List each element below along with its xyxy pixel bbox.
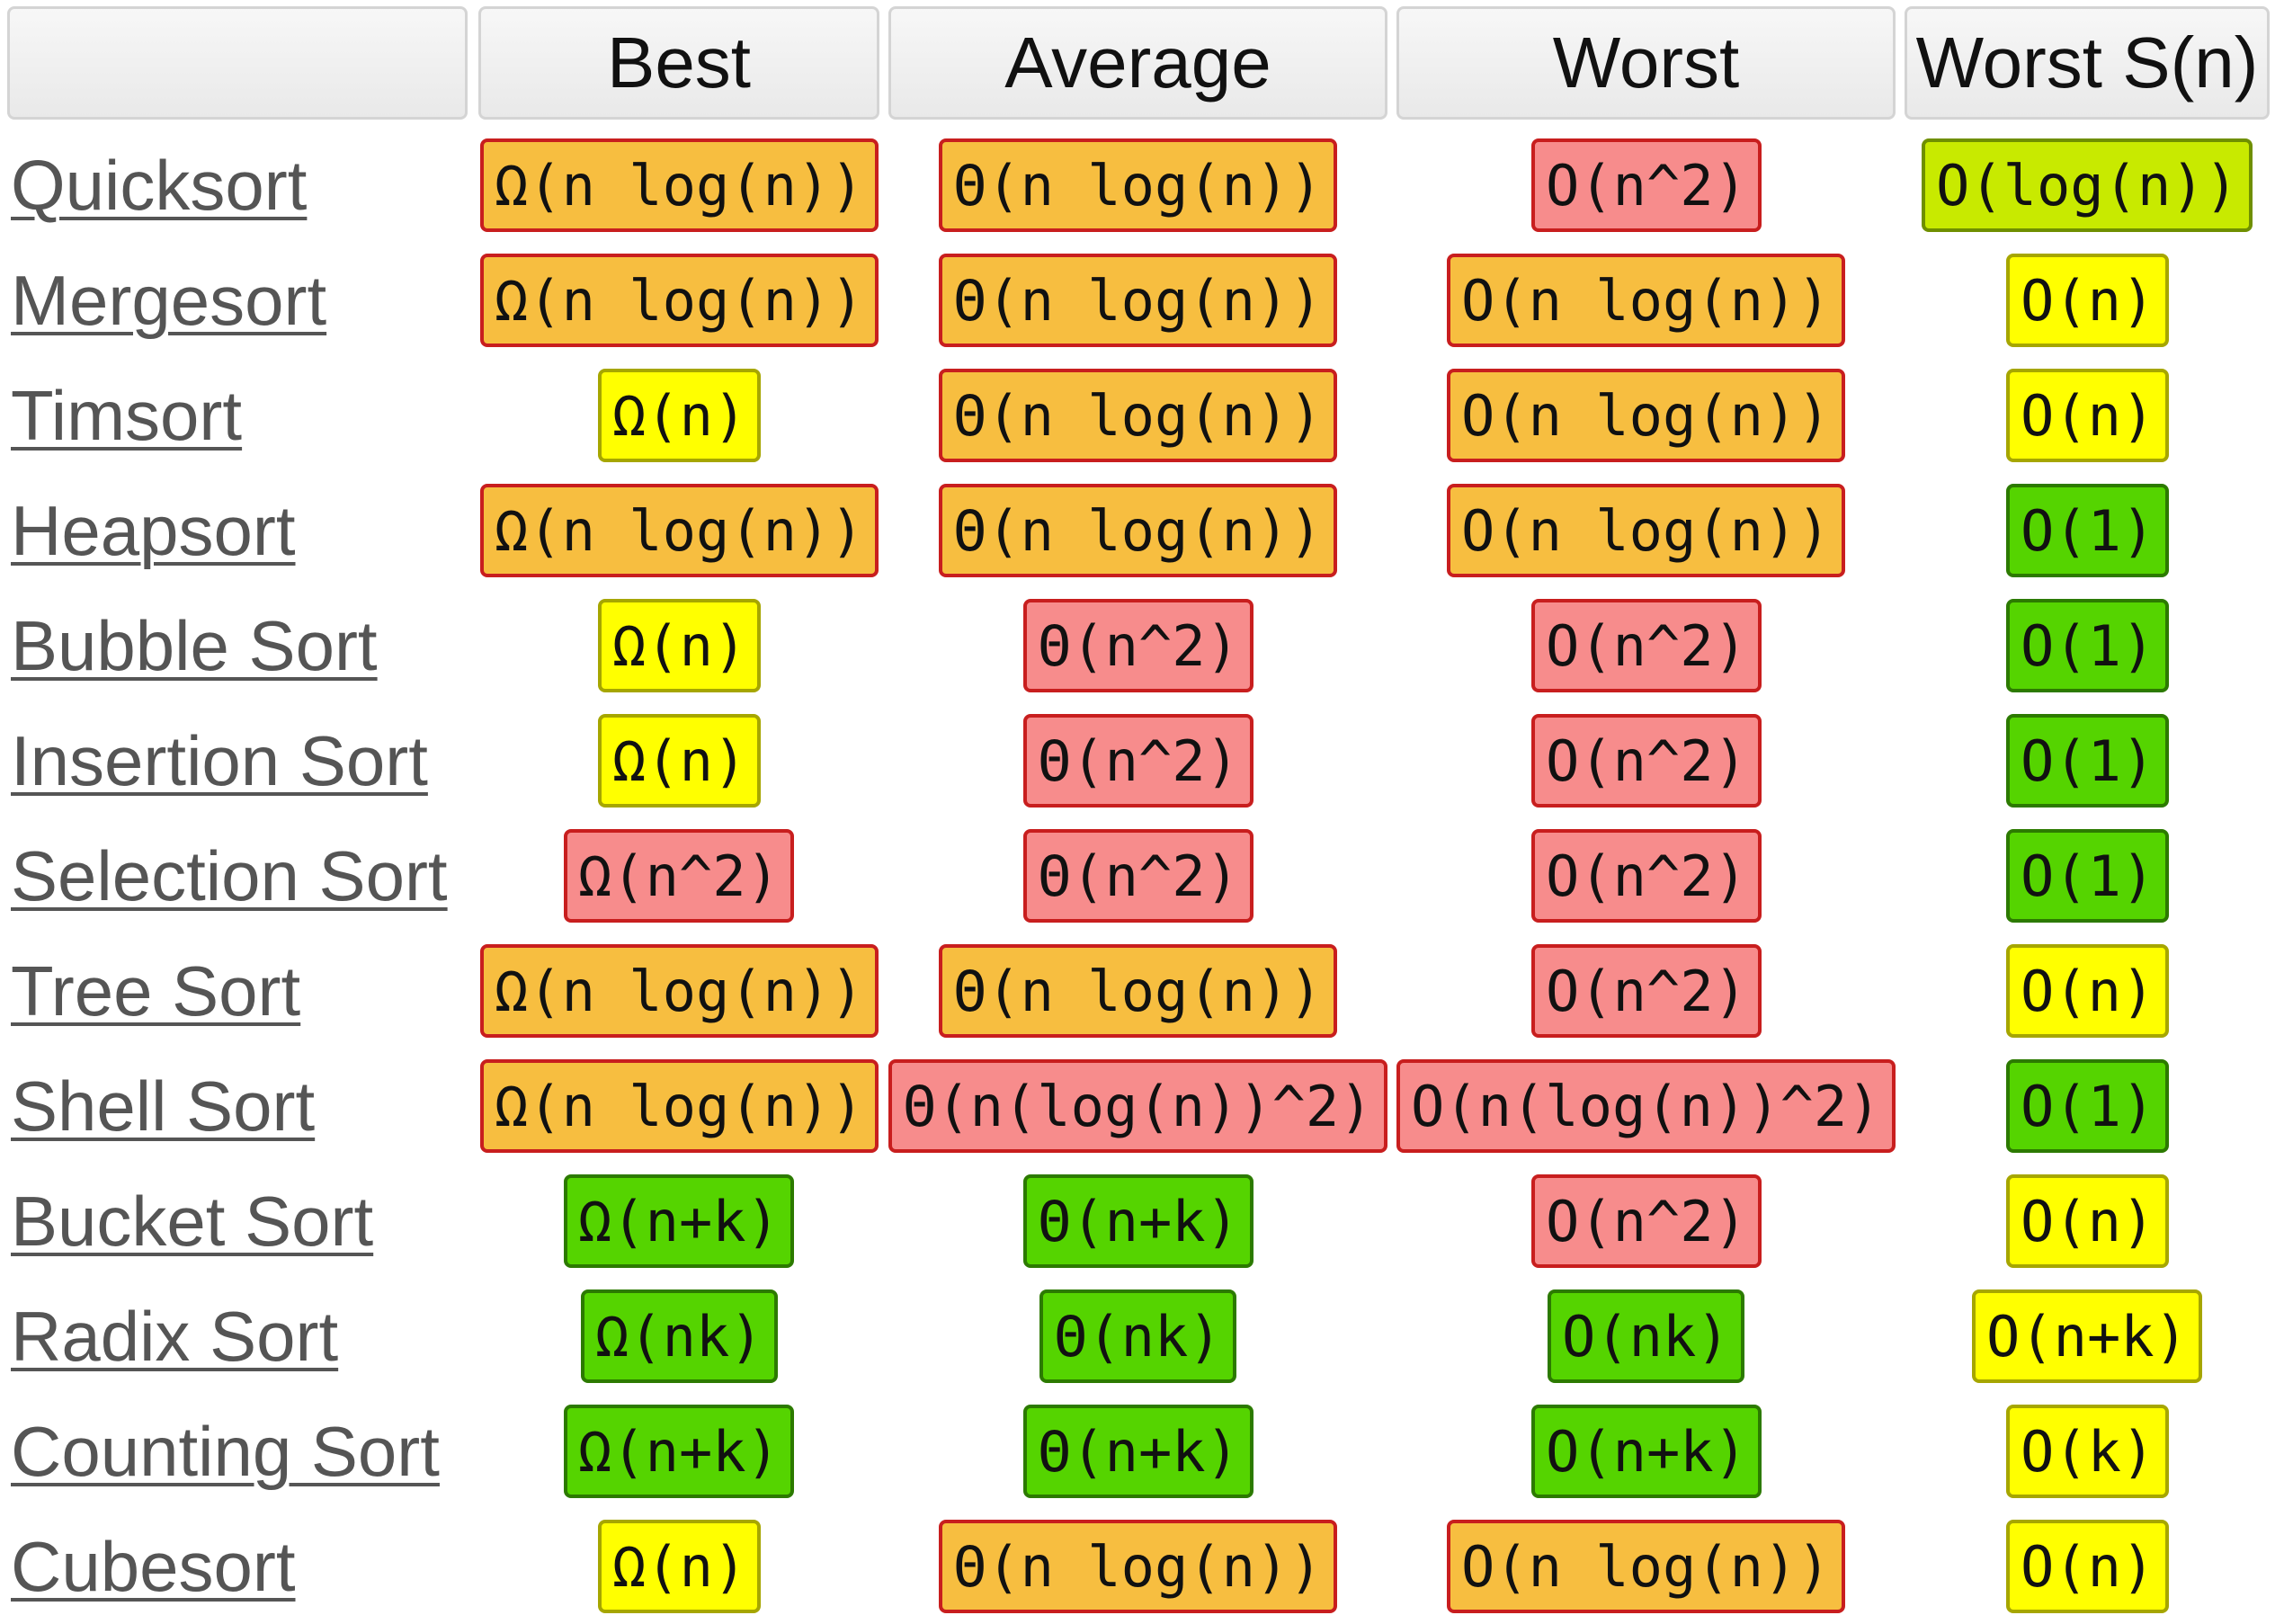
- complexity-badge: Ω(nk): [581, 1289, 778, 1383]
- complexity-badge: Ω(n): [598, 599, 762, 692]
- complexity-badge: Θ(n^2): [1023, 599, 1253, 692]
- complexity-badge: O(n+k): [1972, 1289, 2202, 1383]
- complexity-badge: Θ(n log(n)): [939, 944, 1337, 1038]
- algorithm-link-counting-sort[interactable]: Counting Sort: [11, 1411, 440, 1491]
- header-worst: Worst: [1396, 6, 1896, 120]
- complexity-badge: Θ(n+k): [1023, 1405, 1253, 1498]
- complexity-badge: O(n^2): [1531, 829, 1762, 923]
- complexity-badge: Θ(n+k): [1023, 1174, 1253, 1268]
- complexity-badge: O(n^2): [1531, 138, 1762, 232]
- header-average: Average: [888, 6, 1387, 120]
- complexity-badge: O(log(n)): [1922, 138, 2253, 232]
- complexity-badge: O(n): [2006, 254, 2170, 347]
- complexity-badge: O(n log(n)): [1447, 254, 1845, 347]
- complexity-badge: O(n log(n)): [1447, 1520, 1845, 1613]
- complexity-badge: Ω(n+k): [564, 1174, 794, 1268]
- complexity-badge: O(k): [2006, 1405, 2170, 1498]
- complexity-badge: O(n^2): [1531, 944, 1762, 1038]
- algorithm-link-bucket-sort[interactable]: Bucket Sort: [11, 1181, 374, 1261]
- complexity-badge: Θ(nk): [1039, 1289, 1236, 1383]
- complexity-badge: O(n): [2006, 369, 2170, 462]
- complexity-badge: O(1): [2006, 714, 2170, 808]
- algorithm-link-bubble-sort[interactable]: Bubble Sort: [11, 605, 378, 685]
- complexity-badge: Θ(n log(n)): [939, 254, 1337, 347]
- complexity-badge: Ω(n): [598, 369, 762, 462]
- complexity-badge: O(n^2): [1531, 599, 1762, 692]
- complexity-badge: Ω(n log(n)): [480, 484, 879, 577]
- algorithm-link-cubesort[interactable]: Cubesort: [11, 1526, 296, 1606]
- header-worst-s-n: Worst S(n): [1905, 6, 2270, 120]
- complexity-badge: Θ(n log(n)): [939, 369, 1337, 462]
- algorithm-link-quicksort[interactable]: Quicksort: [11, 145, 308, 225]
- complexity-badge: Ω(n): [598, 714, 762, 808]
- complexity-badge: O(1): [2006, 599, 2170, 692]
- complexity-badge: O(n log(n)): [1447, 484, 1845, 577]
- header-best: Best: [478, 6, 879, 120]
- algorithm-link-selection-sort[interactable]: Selection Sort: [11, 835, 448, 915]
- algorithm-link-insertion-sort[interactable]: Insertion Sort: [11, 720, 428, 800]
- algorithm-link-heapsort[interactable]: Heapsort: [11, 490, 296, 570]
- header-blank: [7, 6, 468, 120]
- complexity-badge: O(1): [2006, 1059, 2170, 1153]
- complexity-badge: O(n): [2006, 1520, 2170, 1613]
- complexity-badge: Θ(n log(n)): [939, 1520, 1337, 1613]
- algorithm-link-timsort[interactable]: Timsort: [11, 375, 243, 455]
- complexity-badge: O(nk): [1548, 1289, 1744, 1383]
- complexity-badge: Ω(n log(n)): [480, 254, 879, 347]
- algorithm-link-shell-sort[interactable]: Shell Sort: [11, 1066, 316, 1146]
- complexity-badge: Θ(n log(n)): [939, 484, 1337, 577]
- complexity-badge: Ω(n log(n)): [480, 1059, 879, 1153]
- complexity-badge: O(n+k): [1531, 1405, 1762, 1498]
- complexity-badge: Ω(n+k): [564, 1405, 794, 1498]
- complexity-badge: O(n^2): [1531, 1174, 1762, 1268]
- complexity-badge: Ω(n^2): [564, 829, 794, 923]
- complexity-badge: Ω(n): [598, 1520, 762, 1613]
- complexity-badge: O(n(log(n))^2): [1396, 1059, 1896, 1153]
- algorithm-link-mergesort[interactable]: Mergesort: [11, 260, 327, 340]
- complexity-badge: Ω(n log(n)): [480, 944, 879, 1038]
- complexity-badge: Ω(n log(n)): [480, 138, 879, 232]
- complexity-badge: O(1): [2006, 484, 2170, 577]
- complexity-badge: Θ(n(log(n))^2): [888, 1059, 1387, 1153]
- algorithm-link-radix-sort[interactable]: Radix Sort: [11, 1296, 339, 1376]
- complexity-badge: Θ(n^2): [1023, 714, 1253, 808]
- complexity-badge: O(n): [2006, 944, 2170, 1038]
- complexity-badge: Θ(n^2): [1023, 829, 1253, 923]
- complexity-badge: O(n): [2006, 1174, 2170, 1268]
- complexity-badge: O(n^2): [1531, 714, 1762, 808]
- complexity-badge: O(1): [2006, 829, 2170, 923]
- complexity-badge: Θ(n log(n)): [939, 138, 1337, 232]
- algorithm-link-tree-sort[interactable]: Tree Sort: [11, 950, 301, 1031]
- complexity-badge: O(n log(n)): [1447, 369, 1845, 462]
